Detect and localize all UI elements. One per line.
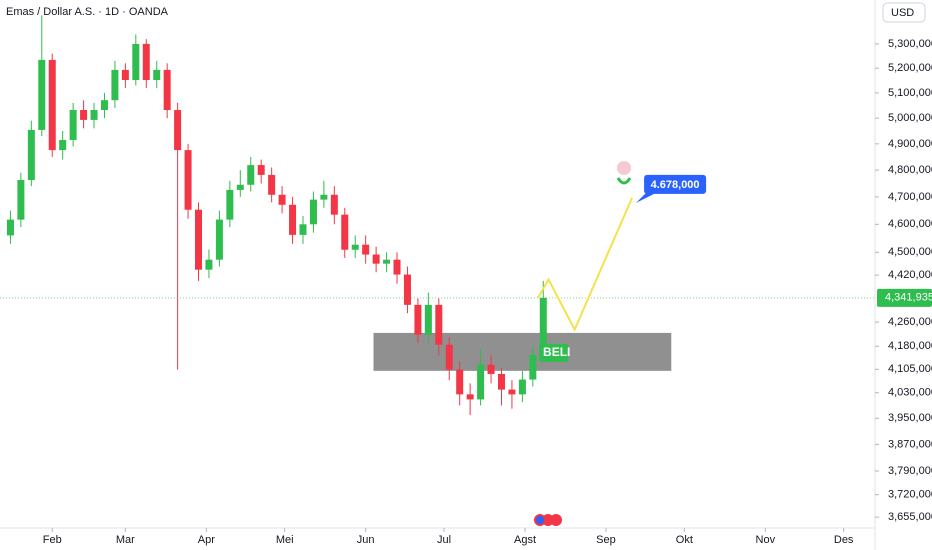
- candle-body: [299, 224, 307, 235]
- y-tick-label: 4,600,000: [888, 218, 932, 230]
- candle-body: [121, 69, 129, 80]
- candle-body: [372, 254, 380, 264]
- last-price-label: 4,341,935: [885, 292, 932, 304]
- x-tick-label: Sep: [596, 534, 616, 546]
- candle-body: [153, 69, 161, 80]
- y-tick-label: 4,700,000: [888, 191, 932, 203]
- candle-body: [445, 344, 453, 370]
- x-tick-label: Jul: [437, 534, 451, 546]
- zone: [373, 332, 672, 371]
- last-price-box: [877, 288, 932, 307]
- x-tick-label: Okt: [676, 534, 693, 546]
- zone-label: BELI: [543, 345, 570, 359]
- y-tick-label: 3,655,000: [888, 511, 932, 523]
- target-box: [644, 174, 707, 194]
- candle-body: [487, 364, 495, 374]
- y-tick-label: 4,030,000: [888, 387, 932, 399]
- candle-body: [330, 194, 338, 215]
- x-tick-label: Mar: [116, 534, 135, 546]
- x-tick-label: Mei: [276, 534, 294, 546]
- x-tick-label: Feb: [43, 534, 62, 546]
- target-label: 4.678,000: [651, 179, 700, 191]
- y-tick-label: 5,000,000: [888, 112, 932, 124]
- candle-body: [320, 194, 328, 200]
- candle-body: [174, 110, 182, 151]
- candle-body: [226, 189, 234, 220]
- projection-line: [537, 197, 634, 332]
- currency-label[interactable]: USD: [891, 7, 914, 19]
- candle-body: [80, 110, 88, 120]
- candle-body: [414, 304, 422, 335]
- candle-body: [466, 394, 474, 400]
- candle-body: [100, 100, 108, 111]
- candle-body: [17, 179, 25, 220]
- candle-body: [393, 259, 401, 275]
- candle-body: [142, 43, 150, 80]
- candle-body: [383, 259, 391, 264]
- candle-body: [309, 199, 317, 225]
- candle-body: [456, 369, 464, 395]
- candle-body: [205, 259, 213, 270]
- x-tick-label: Jun: [357, 534, 375, 546]
- candle-body: [289, 204, 297, 235]
- candle-body: [59, 139, 67, 151]
- candle-body: [184, 150, 192, 210]
- candle-body: [539, 297, 547, 355]
- y-tick-label: 3,720,000: [888, 489, 932, 501]
- x-tick-label: Des: [834, 534, 854, 546]
- candle-body: [247, 165, 255, 185]
- y-tick-label: 4,180,000: [888, 340, 932, 352]
- candle-body: [508, 389, 516, 395]
- candle-body: [38, 59, 46, 130]
- candle-body: [518, 379, 526, 395]
- candle-body: [69, 110, 77, 140]
- y-tick-label: 4,420,000: [888, 269, 932, 281]
- event-icons: [534, 514, 562, 526]
- x-tick-label: Agst: [514, 534, 536, 546]
- zone-label-box: [539, 343, 569, 362]
- y-tick-label: 4,105,000: [888, 363, 932, 375]
- candle-body: [195, 209, 203, 270]
- candle-body: [111, 69, 119, 101]
- candle-body: [236, 184, 244, 190]
- candle-body: [48, 59, 56, 151]
- currency-button[interactable]: [882, 2, 926, 23]
- chart-title: Emas / Dollar A.S. · 1D · OANDA: [6, 6, 169, 18]
- y-tick-label: 4,260,000: [888, 316, 932, 328]
- y-tick-label: 3,950,000: [888, 412, 932, 424]
- candle-body: [278, 194, 286, 205]
- candle-body: [435, 304, 443, 345]
- x-tick-label: Apr: [198, 534, 215, 546]
- y-tick-label: 5,100,000: [888, 87, 932, 99]
- candle-body: [90, 110, 98, 120]
- candle-body: [268, 174, 276, 195]
- y-tick-label: 5,300,000: [888, 38, 932, 50]
- candle-body: [351, 244, 359, 250]
- candle-body: [132, 43, 140, 80]
- candle-body: [529, 354, 537, 380]
- y-tick-label: 4,500,000: [888, 246, 932, 258]
- candle-body: [341, 214, 349, 250]
- y-tick-label: 4,800,000: [888, 164, 932, 176]
- candle-body: [497, 373, 505, 390]
- y-tick-label: 5,200,000: [888, 62, 932, 74]
- y-tick-label: 3,870,000: [888, 438, 932, 450]
- candle-body: [257, 165, 265, 175]
- candle-body: [215, 219, 223, 260]
- candle-body: [6, 219, 14, 236]
- x-tick-label: Nov: [756, 534, 776, 546]
- candle-body: [27, 129, 35, 180]
- candle-body: [362, 244, 370, 255]
- candle-body: [424, 304, 432, 335]
- flower-icon: [616, 161, 632, 185]
- y-tick-label: 4,900,000: [888, 138, 932, 150]
- y-tick-label: 3,790,000: [888, 465, 932, 477]
- candle-body: [477, 364, 485, 400]
- candle-body: [163, 69, 171, 111]
- candle-body: [403, 274, 411, 305]
